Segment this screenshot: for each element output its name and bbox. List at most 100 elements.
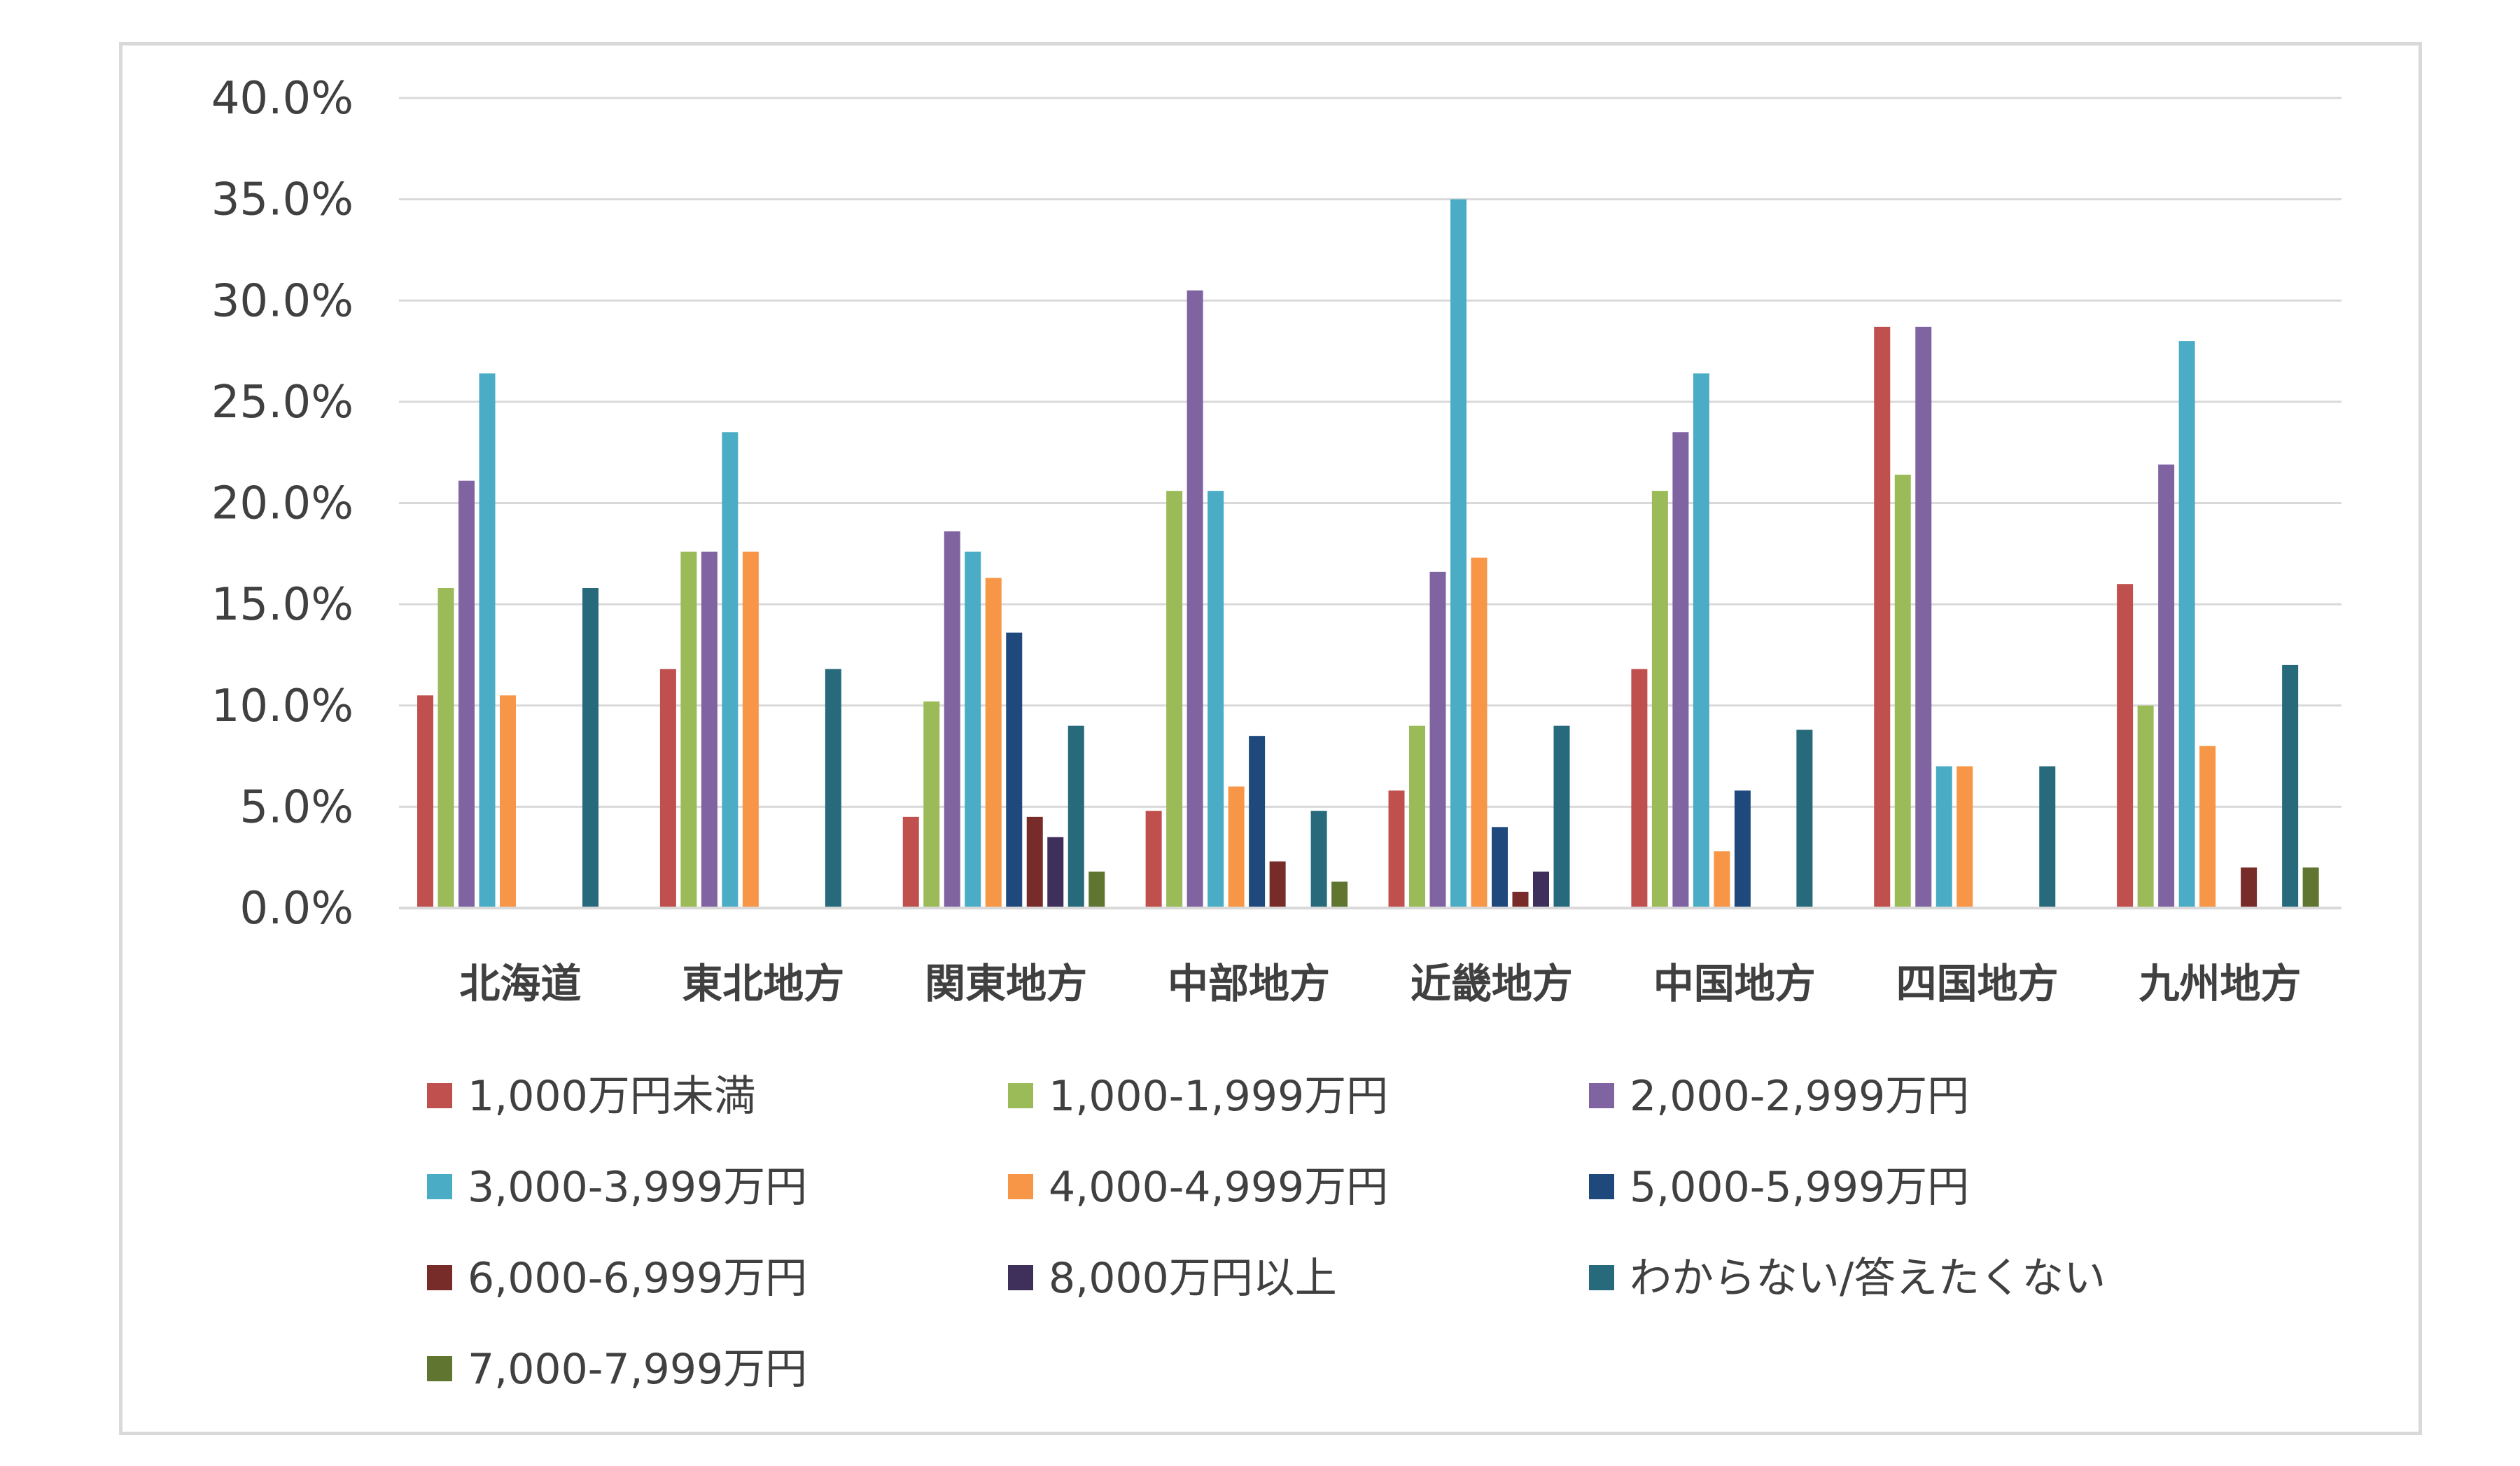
legend-swatch — [1008, 1083, 1033, 1108]
bar — [1269, 861, 1286, 908]
legend-swatch — [1008, 1265, 1033, 1290]
legend-label: 1,000万円未満 — [468, 1072, 756, 1121]
bar — [479, 373, 496, 908]
x-tick-label: 四国地方 — [1896, 960, 2059, 1007]
bar — [1006, 632, 1023, 908]
bar — [1915, 326, 1932, 908]
legend: 1,000万円未満 1,000-1,999万円 2,000-2,999万円 3,000… — [427, 1072, 2106, 1394]
bar — [985, 578, 1002, 908]
y-tick-label: 20.0% — [211, 478, 354, 530]
bars — [417, 199, 2319, 909]
legend-swatch — [1589, 1174, 1614, 1199]
legend-label: 4,000-4,999万円 — [1049, 1163, 1388, 1212]
legend-label: 1,000-1,999万円 — [1049, 1072, 1388, 1121]
bar — [458, 480, 475, 908]
bar — [1796, 729, 1813, 908]
legend-label: わからない/答えたくない — [1630, 1254, 2106, 1303]
bar — [680, 551, 697, 908]
y-tick-label: 15.0% — [211, 579, 354, 631]
legend-label: 2,000-2,999万円 — [1630, 1072, 1969, 1121]
bar — [825, 669, 841, 908]
bar — [902, 816, 919, 908]
bar — [417, 695, 433, 908]
legend-swatch — [1589, 1265, 1614, 1290]
bar — [500, 695, 516, 908]
bar — [1208, 491, 1224, 908]
bar — [2117, 584, 2134, 908]
bar — [1935, 766, 1952, 908]
bar — [722, 432, 738, 908]
y-tick-label: 25.0% — [211, 377, 354, 428]
bar — [944, 531, 960, 908]
bar — [1068, 725, 1084, 908]
bar — [1166, 491, 1183, 908]
bar — [1553, 725, 1570, 908]
bar — [1450, 199, 1466, 908]
y-axis-ticks: 0.0% 5.0% 10.0% 15.0% 20.0% 25.0% 30.0% 35.0% 40… — [211, 73, 354, 935]
legend-label: 5,000-5,999万円 — [1630, 1163, 1969, 1212]
bar — [1228, 786, 1245, 908]
x-tick-label: 関東地方 — [925, 960, 1087, 1007]
x-tick-label: 近畿地方 — [1410, 960, 1573, 1007]
y-tick-label: 0.0% — [239, 883, 354, 935]
bar — [1631, 669, 1648, 908]
bar — [2199, 746, 2216, 908]
bar — [1512, 891, 1529, 908]
bar — [1145, 811, 1162, 908]
bar — [1874, 326, 1891, 908]
x-axis-ticks: 北海道 東北地方 関東地方 中部地方 近畿地方 中国地方 四国地方 九州地方 — [459, 960, 2301, 1007]
bar — [2039, 766, 2056, 908]
bar — [1533, 871, 1549, 908]
bar — [1409, 725, 1425, 908]
bar — [1429, 571, 1446, 908]
bar — [582, 587, 598, 908]
bar — [1310, 811, 1327, 908]
bar — [1047, 837, 1064, 908]
bar — [1693, 373, 1709, 908]
legend-label: 3,000-3,999万円 — [468, 1163, 807, 1212]
bar — [1471, 557, 1488, 908]
bar — [2282, 664, 2299, 908]
bar — [1331, 881, 1348, 908]
x-tick-label: 九州地方 — [2139, 960, 2302, 1007]
bar — [1186, 290, 1203, 909]
bar — [1492, 827, 1508, 908]
bar — [742, 551, 759, 908]
legend-label: 6,000-6,999万円 — [468, 1254, 807, 1303]
legend-label: 7,000-7,999万円 — [468, 1345, 807, 1394]
bar — [2302, 867, 2319, 908]
legend-label: 8,000万円以上 — [1049, 1254, 1337, 1303]
bar — [1714, 851, 1730, 908]
bar — [659, 669, 676, 908]
x-tick-label: 中部地方 — [1168, 960, 1330, 1007]
legend-swatch — [427, 1356, 452, 1381]
bar — [1651, 491, 1668, 908]
legend-swatch — [427, 1174, 452, 1199]
bar — [965, 551, 981, 908]
bar — [1088, 871, 1105, 908]
bar — [1249, 736, 1266, 908]
bar — [1956, 766, 1973, 908]
y-tick-label: 5.0% — [239, 781, 354, 833]
bar — [1734, 790, 1751, 908]
bar — [2158, 464, 2175, 908]
bar — [438, 587, 454, 908]
legend-swatch — [1008, 1174, 1033, 1199]
legend-swatch — [1589, 1083, 1614, 1108]
bar — [923, 701, 940, 908]
y-tick-label: 35.0% — [211, 174, 354, 226]
bar — [2137, 705, 2154, 908]
bar — [701, 551, 718, 908]
bar — [1388, 790, 1405, 908]
y-tick-label: 40.0% — [211, 73, 354, 125]
legend-swatch — [427, 1265, 452, 1290]
x-tick-label: 東北地方 — [682, 960, 844, 1007]
x-tick-label: 北海道 — [459, 960, 581, 1007]
y-tick-label: 30.0% — [211, 275, 354, 327]
x-tick-label: 中国地方 — [1653, 960, 1816, 1007]
bar — [2241, 867, 2258, 908]
bar — [1026, 816, 1043, 908]
y-tick-label: 10.0% — [211, 680, 354, 732]
bar — [2178, 341, 2195, 909]
